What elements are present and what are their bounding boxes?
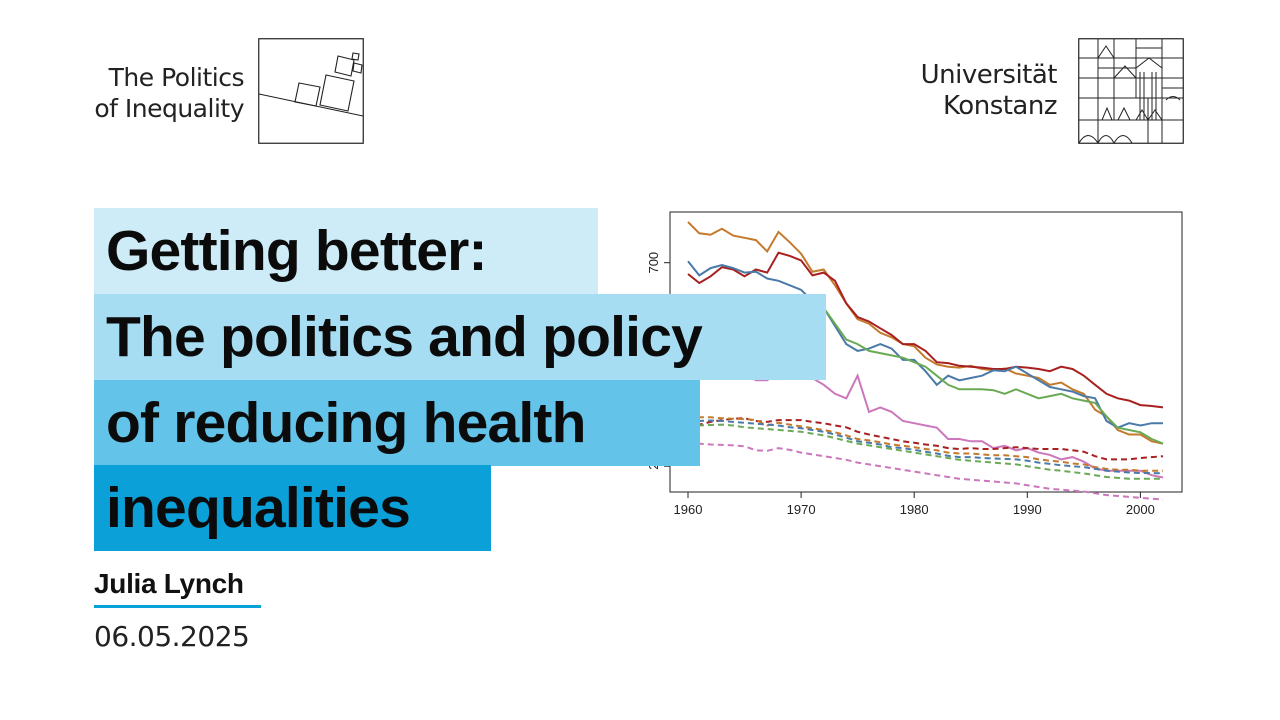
author-underline bbox=[94, 605, 261, 608]
y-tick-label: 2 bbox=[646, 463, 661, 470]
y-tick-label: 700 bbox=[646, 252, 661, 274]
series-line-2 bbox=[687, 251, 1164, 409]
x-tick-label: 1990 bbox=[1013, 502, 1042, 517]
universitaet-konstanz-logo-icon bbox=[1078, 38, 1184, 144]
x-tick-label: 1970 bbox=[787, 502, 816, 517]
title-line-3: of reducing health bbox=[94, 380, 700, 466]
x-tick-label: 1980 bbox=[900, 502, 929, 517]
series-line-3 bbox=[687, 260, 1163, 429]
series-line-8 bbox=[688, 419, 1164, 475]
title-line-1: Getting better: bbox=[94, 208, 598, 294]
x-tick-label: 1960 bbox=[674, 502, 703, 517]
series-line-1 bbox=[687, 221, 1164, 445]
politics-of-inequality-wordmark: The Politics of Inequality bbox=[94, 62, 244, 124]
series-line-5 bbox=[687, 370, 1164, 479]
series-line-7 bbox=[687, 416, 1163, 472]
universitaet-konstanz-wordmark: Universität Konstanz bbox=[905, 60, 1058, 122]
title-line-4: inequalities bbox=[94, 465, 491, 551]
uni-line-1: Universität bbox=[920, 60, 1058, 90]
politics-of-inequality-logo-icon bbox=[258, 38, 364, 144]
title-line-2: The politics and policy bbox=[94, 294, 826, 380]
presentation-date: 06.05.2025 bbox=[94, 620, 250, 653]
author-name: Julia Lynch bbox=[94, 568, 244, 599]
series-line-6 bbox=[687, 417, 1164, 461]
wordmark-line-2: of Inequality bbox=[94, 94, 244, 123]
x-tick-label: 2000 bbox=[1126, 502, 1155, 517]
series-line-10 bbox=[687, 440, 1164, 501]
wordmark-line-1: The Politics bbox=[108, 63, 245, 92]
uni-line-2: Konstanz bbox=[943, 91, 1057, 121]
